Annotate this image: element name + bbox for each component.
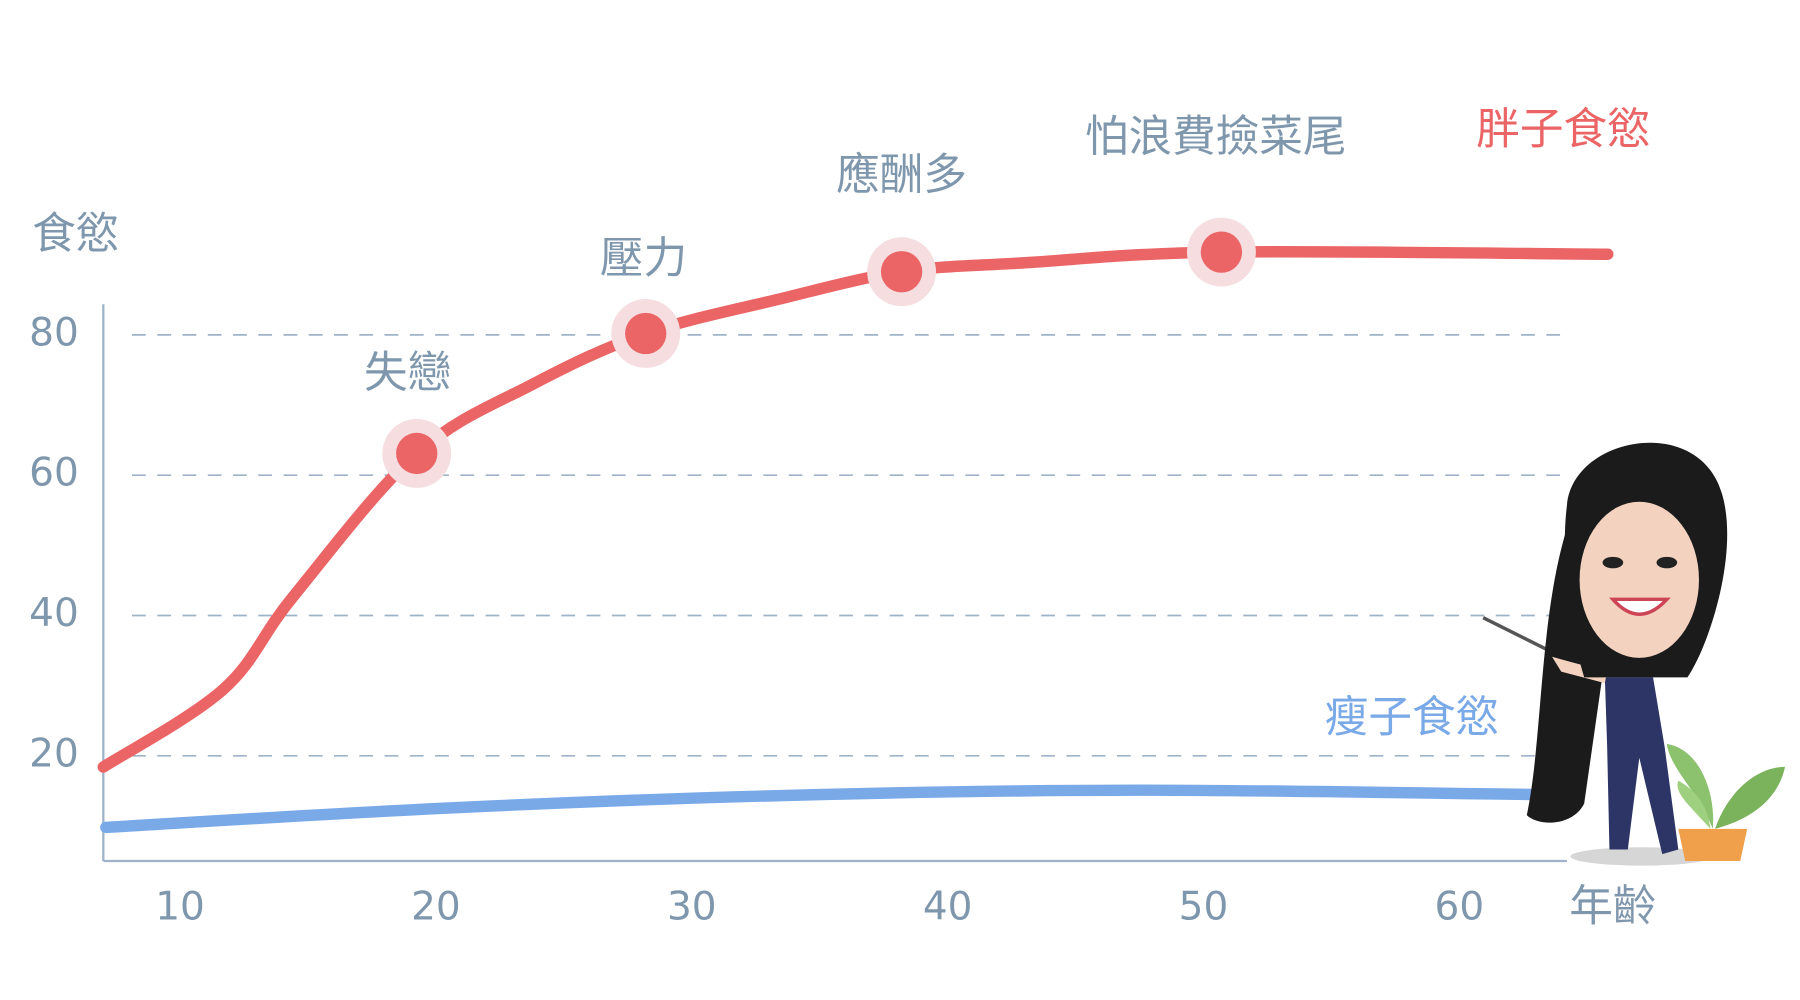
shadow	[1570, 847, 1713, 866]
series-label: 瘦子食慾	[1325, 693, 1499, 743]
series-label: 胖子食慾	[1476, 105, 1650, 155]
line	[97, 246, 1614, 773]
annotation: 壓力	[600, 234, 687, 284]
y-tick-label: 40	[29, 591, 79, 636]
plant	[1666, 743, 1786, 862]
line	[100, 784, 1581, 834]
x-tick-label: 20	[411, 885, 461, 930]
annotation: 怕浪費撿菜尾	[1085, 113, 1347, 163]
marker	[396, 432, 438, 475]
x-tick-label: 50	[1179, 885, 1229, 930]
face	[1579, 501, 1699, 658]
y-tick-label: 80	[29, 310, 79, 355]
y-tick-label: 20	[29, 731, 79, 776]
marker	[880, 251, 923, 293]
x-tick-label: 30	[667, 885, 717, 930]
illustration	[1482, 442, 1786, 866]
marker	[625, 312, 667, 355]
body	[1604, 677, 1679, 855]
annotation: 失戀	[364, 348, 451, 398]
y-axis-label: 食慾	[32, 210, 119, 260]
y-tick-label: 60	[29, 451, 79, 496]
marker	[1200, 231, 1243, 273]
x-axis-label: 年齡	[1569, 882, 1656, 932]
x-tick-label: 10	[155, 885, 205, 930]
annotation: 應酬多	[836, 151, 967, 201]
x-tick-label: 60	[1435, 885, 1485, 930]
x-tick-label: 40	[923, 885, 973, 930]
